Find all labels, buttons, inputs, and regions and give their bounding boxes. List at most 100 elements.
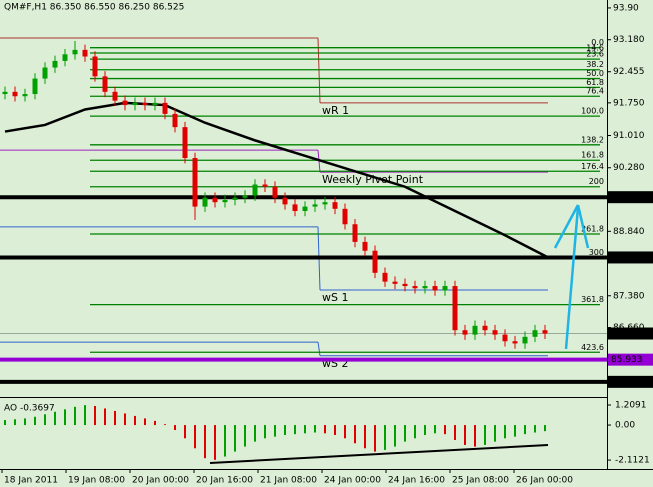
y-tick-label: 90.280 xyxy=(613,163,645,173)
ao-bar xyxy=(484,425,486,445)
fib-label: 300 xyxy=(589,248,604,257)
current-price-box xyxy=(608,327,653,340)
ao-bar xyxy=(404,425,406,442)
fib-label: 200 xyxy=(589,177,604,186)
level-label-box xyxy=(608,375,653,388)
level-label-box xyxy=(608,251,653,264)
divergence-line xyxy=(209,444,549,464)
candle-body xyxy=(372,250,378,273)
fib-label: 0.0 xyxy=(591,38,604,47)
candle-body xyxy=(302,206,308,212)
x-tick-label: 20 Jan 16:00 xyxy=(196,476,253,486)
candle-body xyxy=(132,102,138,106)
ao-bar xyxy=(54,411,56,426)
ao-bar xyxy=(314,425,316,433)
y-tick-label: 1.2091 xyxy=(615,400,647,410)
ao-bar xyxy=(74,406,76,426)
level-label: 85.933 xyxy=(611,355,643,365)
ao-bar xyxy=(284,425,286,435)
candle-body xyxy=(352,224,358,242)
candle-body xyxy=(242,195,248,198)
pivot-label: Weekly Pivot Point xyxy=(322,173,424,186)
annotation-arrows xyxy=(553,204,590,350)
candle-body xyxy=(342,208,348,225)
candle-body xyxy=(392,281,398,284)
arrow-left xyxy=(553,204,580,249)
candle-body xyxy=(112,91,118,101)
candle-body xyxy=(422,286,428,289)
ao-bar xyxy=(14,419,16,426)
candle-body xyxy=(222,199,228,203)
ao-bar xyxy=(134,415,136,426)
y-tick-label: 93.180 xyxy=(613,35,645,45)
x-tick-label: 24 Jan 16:00 xyxy=(388,476,445,486)
x-tick-label: 24 Jan 00:00 xyxy=(324,476,381,486)
ao-bar xyxy=(414,425,416,439)
indicator-title: AO -0.3697 xyxy=(4,404,55,414)
y-tick-label: 92.455 xyxy=(613,67,645,77)
x-tick-label: 26 Jan 00:00 xyxy=(516,476,573,486)
ao-bar xyxy=(194,425,196,449)
fib-label: 361.8 xyxy=(581,295,604,304)
fib-label: 138.2 xyxy=(581,135,604,144)
candle-body xyxy=(152,102,158,106)
y-tick-label: 91.010 xyxy=(613,131,645,141)
level-label: 85.430 xyxy=(611,377,643,387)
candle-body xyxy=(382,272,388,282)
candle-body xyxy=(532,330,538,337)
y-tick-label: -2.1121 xyxy=(615,456,650,466)
x-tick-label: 20 Jan 00:00 xyxy=(132,476,189,486)
level-label: 88.248 xyxy=(611,253,643,263)
ao-bar xyxy=(164,424,166,426)
ao-bar xyxy=(114,410,116,426)
fib-label: 14.6 xyxy=(586,43,604,52)
candle-body xyxy=(282,197,288,205)
ao-bar xyxy=(64,409,66,426)
ao-bar xyxy=(44,414,46,426)
level-label-box xyxy=(608,191,653,204)
candle-body xyxy=(52,60,58,68)
candle-body xyxy=(142,102,148,106)
candle-body xyxy=(42,67,48,79)
x-tick-label: 19 Jan 08:00 xyxy=(68,476,125,486)
ao-bar xyxy=(344,425,346,439)
y-tick-label: 88.840 xyxy=(613,227,645,237)
moving-average xyxy=(4,101,549,259)
candle-body xyxy=(472,325,478,335)
candle-body xyxy=(332,202,338,209)
ao-bar xyxy=(324,425,326,434)
chart-title: QM#F,H1 86.350 86.550 86.250 86.525 xyxy=(4,3,184,13)
ao-bar xyxy=(534,425,536,433)
ao-bar xyxy=(184,425,186,439)
fib-label: 38.2 xyxy=(586,60,604,69)
candle-body xyxy=(452,286,458,331)
fib-label: 423.6 xyxy=(581,343,604,352)
ao-bar xyxy=(354,425,356,444)
ao-bar xyxy=(254,425,256,442)
candle-body xyxy=(92,56,98,77)
ao-bar xyxy=(84,405,86,426)
candle-body xyxy=(272,186,278,198)
candle-body xyxy=(362,241,368,251)
ao-bar xyxy=(104,408,106,426)
ao-bar xyxy=(384,425,386,450)
fib-label: 176.4 xyxy=(581,162,604,171)
candle-body xyxy=(72,49,78,55)
candle-body xyxy=(492,330,498,335)
fib-label: 161.8 xyxy=(581,151,604,160)
ao-bar xyxy=(4,420,6,426)
y-tick-label: 87.380 xyxy=(613,291,645,301)
candle-body xyxy=(322,202,328,205)
candle-body xyxy=(22,94,28,97)
ao-bar xyxy=(544,425,546,432)
ao-bar xyxy=(494,425,496,442)
candle-body xyxy=(252,184,258,196)
ao-bar xyxy=(464,425,466,445)
pivot-label: wR 1 xyxy=(322,104,349,117)
ao-bar xyxy=(274,425,276,437)
pivot-step xyxy=(317,342,321,356)
ao-bar xyxy=(224,425,226,457)
ao-bar xyxy=(474,425,476,447)
